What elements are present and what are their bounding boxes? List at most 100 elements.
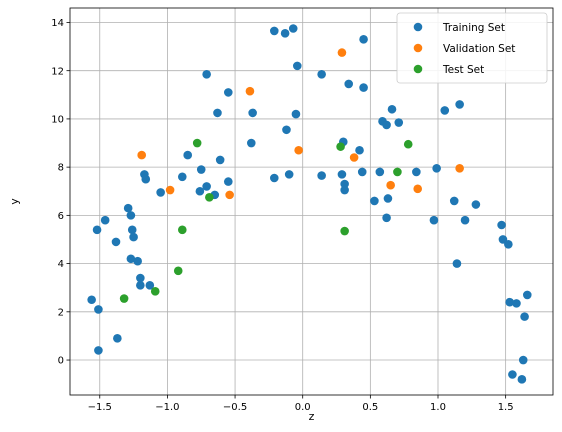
training-set-point xyxy=(196,165,206,174)
training-set-point xyxy=(412,167,421,177)
training-set-point xyxy=(370,196,379,206)
training-set-point xyxy=(522,290,532,300)
training-set-point xyxy=(126,211,136,220)
legend-label-training-set: Training Set xyxy=(442,22,505,34)
legend-marker-training-set xyxy=(413,22,423,32)
legend-label-validation-set: Validation Set xyxy=(443,43,515,55)
y-tick-label: 14 xyxy=(51,18,64,29)
test-set-point xyxy=(205,192,214,202)
training-set-point xyxy=(202,182,211,191)
training-set-point xyxy=(195,186,205,196)
training-set-point xyxy=(223,177,233,186)
training-set-point xyxy=(280,29,290,38)
validation-set-point xyxy=(245,86,255,96)
x-tick-label: −0.5 xyxy=(223,402,247,413)
training-set-point xyxy=(126,254,136,264)
training-set-point xyxy=(449,196,459,206)
training-set-point xyxy=(455,100,464,109)
test-set-point xyxy=(173,266,183,276)
training-set-point xyxy=(141,174,151,184)
training-set-point xyxy=(508,370,517,379)
y-tick-label: 10 xyxy=(51,115,64,126)
training-set-point xyxy=(100,215,110,225)
training-set-point xyxy=(375,167,385,177)
training-set-point xyxy=(340,179,349,189)
x-tick-label: 0.5 xyxy=(362,402,378,413)
y-tick-label: 8 xyxy=(58,163,64,174)
training-set-point xyxy=(471,200,481,209)
validation-set-point xyxy=(337,48,347,57)
training-set-point xyxy=(359,83,368,92)
training-set-point xyxy=(317,171,326,180)
training-set-point xyxy=(429,215,439,225)
training-set-point xyxy=(382,213,391,223)
training-set-point xyxy=(246,138,256,148)
x-axis-label: z xyxy=(309,410,315,423)
training-set-point xyxy=(518,355,528,365)
test-set-point xyxy=(336,142,345,151)
plot-frame xyxy=(69,7,554,396)
training-set-point xyxy=(337,170,347,179)
training-set-point xyxy=(282,125,291,135)
x-tick-label: 1.0 xyxy=(430,402,446,413)
training-set-point xyxy=(136,280,145,290)
training-set-point xyxy=(284,170,294,179)
training-set-point xyxy=(359,35,368,44)
validation-set-point xyxy=(386,180,395,190)
training-set-point xyxy=(440,106,450,115)
training-set-point xyxy=(292,61,302,71)
training-set-point xyxy=(520,312,529,321)
x-tick-label: 1.5 xyxy=(498,402,514,413)
validation-set-point xyxy=(225,190,234,200)
training-set-point xyxy=(202,70,211,79)
training-set-point xyxy=(394,118,404,127)
training-set-point xyxy=(269,173,279,183)
x-tick-label: −1.0 xyxy=(155,402,179,413)
training-set-point xyxy=(145,280,155,290)
training-set-point xyxy=(357,167,367,177)
test-set-point xyxy=(393,167,402,177)
training-set-point xyxy=(183,150,193,160)
training-set-point xyxy=(340,185,349,195)
legend-marker-validation-set xyxy=(413,43,423,53)
training-set-point xyxy=(127,225,137,235)
test-set-point xyxy=(119,294,129,303)
y-tick-label: 2 xyxy=(58,307,64,318)
axis-ticks: −1.5 −1.0 −0.5 0.0 0.5 1.0 1.5 0 2 4 6 8 10 12 14 xyxy=(51,18,513,413)
training-set-point xyxy=(517,375,527,384)
training-set-point xyxy=(177,172,187,182)
training-set-point xyxy=(87,295,96,305)
training-set-point xyxy=(505,297,515,307)
training-set-point xyxy=(223,88,233,97)
test-set-point xyxy=(150,287,160,296)
training-set-point xyxy=(387,104,397,114)
legend-box xyxy=(396,12,548,84)
training-set-point xyxy=(317,70,326,79)
training-set-point xyxy=(123,203,133,213)
training-set-point xyxy=(111,237,121,247)
validation-set-point xyxy=(349,153,359,162)
training-set-point xyxy=(136,273,145,283)
test-set-point xyxy=(403,139,413,149)
training-set-point xyxy=(512,299,521,308)
x-tick-label: −1.5 xyxy=(88,402,112,413)
validation-set-point xyxy=(413,184,423,194)
validation-set-point xyxy=(137,150,147,160)
test-set-point xyxy=(340,226,349,236)
y-tick-label: 6 xyxy=(58,211,64,222)
x-tick-label: 0.0 xyxy=(295,402,311,413)
legend: Training Set Validation Set Test Set xyxy=(396,12,548,84)
training-set-point xyxy=(156,188,165,197)
legend-label-test-set: Test Set xyxy=(442,64,484,76)
y-tick-label: 0 xyxy=(58,356,64,367)
legend-marker-test-set xyxy=(413,64,423,74)
training-set-point xyxy=(382,120,391,130)
y-tick-label: 4 xyxy=(58,259,64,270)
training-set-point xyxy=(452,259,462,268)
y-axis-label: y xyxy=(8,198,21,205)
training-set-point xyxy=(383,194,393,203)
training-set-point xyxy=(129,232,138,242)
data-points xyxy=(87,24,532,384)
